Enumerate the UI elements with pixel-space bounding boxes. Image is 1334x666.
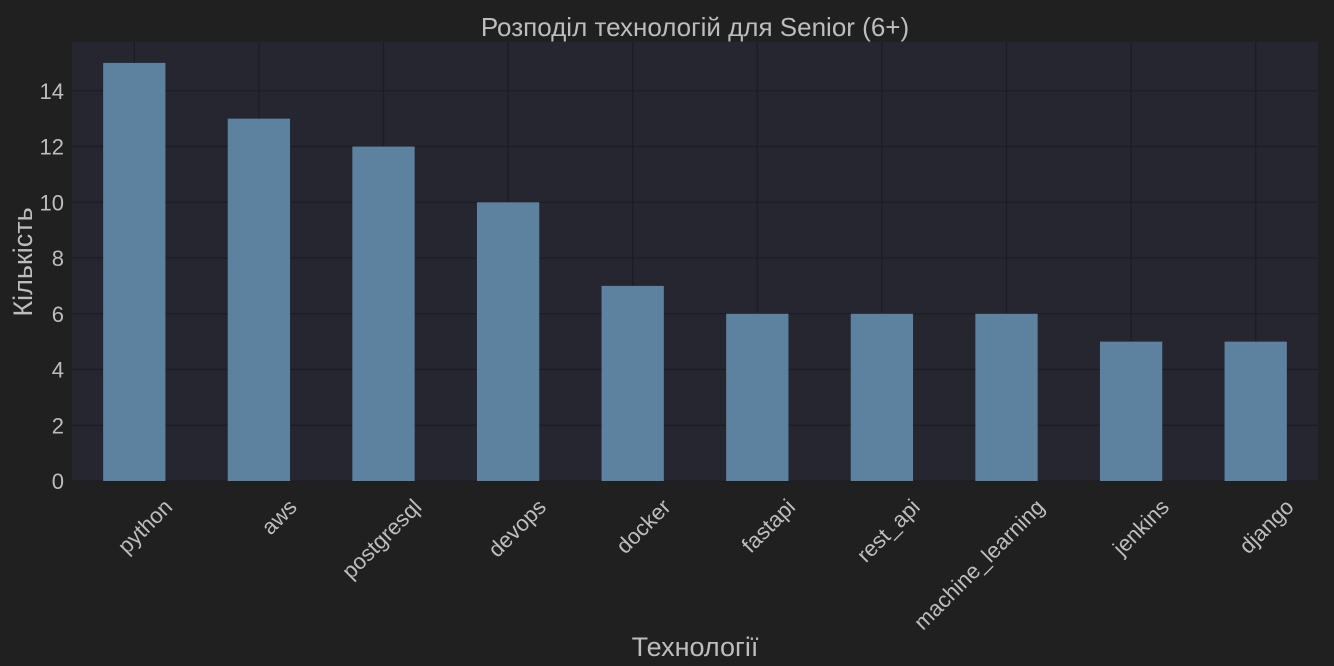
x-axis-label: Технології	[632, 632, 759, 662]
y-tick-label: 4	[52, 358, 64, 383]
y-axis-label: Кількість	[8, 207, 38, 316]
bar-aws	[227, 118, 291, 482]
bar-jenkins	[1099, 341, 1163, 481]
y-tick-label: 0	[52, 469, 64, 494]
bars	[103, 62, 1287, 482]
bar-django	[1224, 341, 1287, 481]
y-tick-label: 6	[52, 302, 64, 327]
bar-postgresql	[352, 146, 415, 481]
bar-docker	[601, 285, 664, 481]
y-axis-ticks: 0 2 4 6 8 10 12 14	[40, 79, 64, 494]
y-tick-label: 12	[40, 135, 64, 160]
bar-devops	[476, 202, 540, 481]
y-tick-label: 2	[52, 413, 64, 438]
y-tick-label: 10	[40, 190, 64, 215]
bar-rest_api	[850, 313, 914, 481]
bar-python	[103, 62, 166, 482]
y-tick-label: 14	[40, 79, 64, 104]
chart-title: Розподіл технологій для Senior (6+)	[481, 12, 909, 42]
bar-fastapi	[726, 313, 789, 481]
y-tick-label: 8	[52, 246, 64, 271]
bar-machine_learning	[975, 313, 1038, 481]
